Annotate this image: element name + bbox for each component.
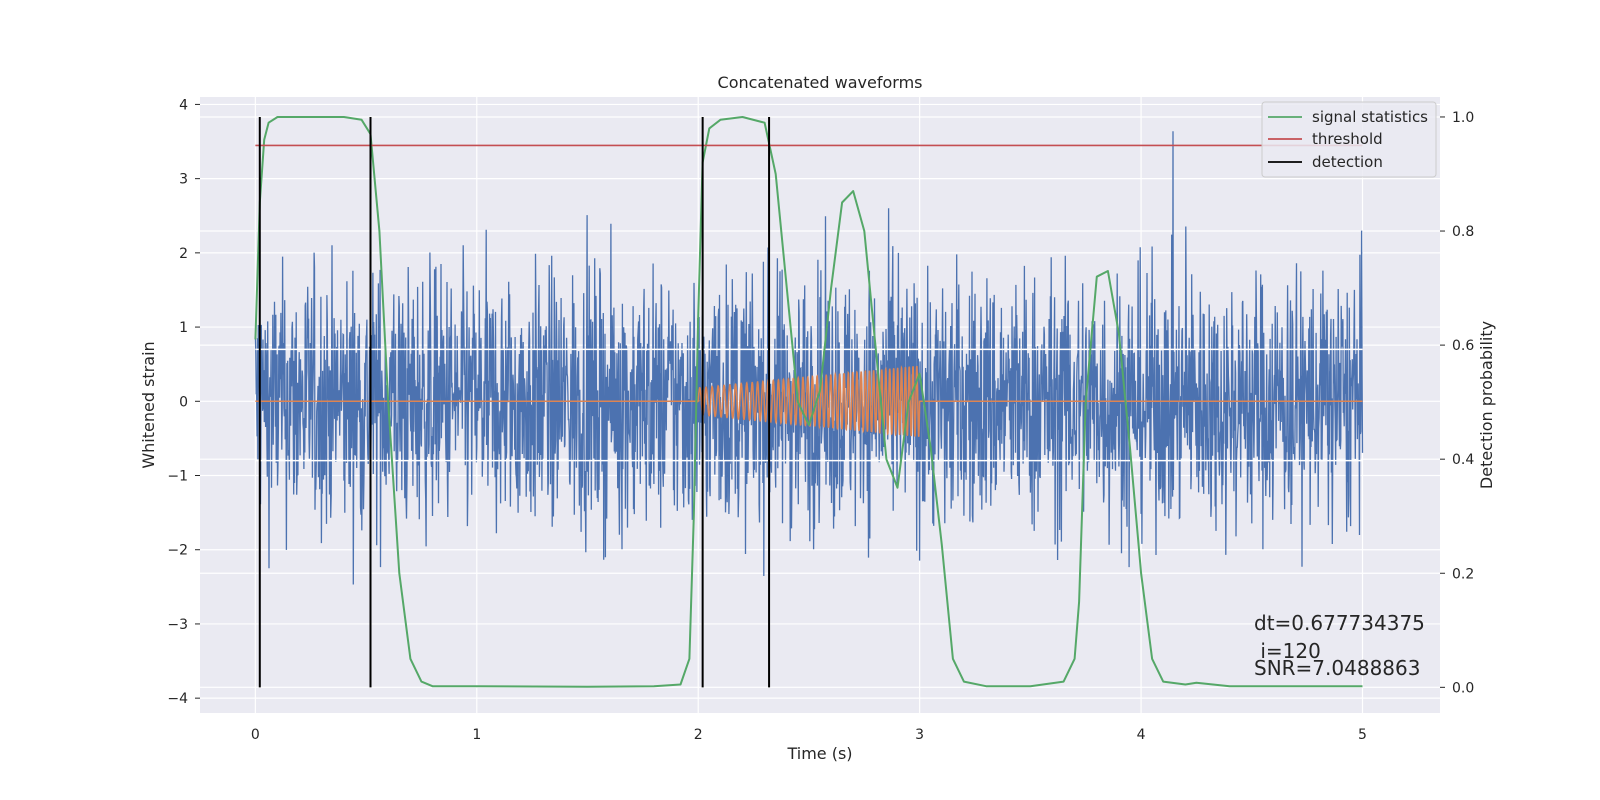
legend: signal statistics threshold detection	[1261, 101, 1437, 178]
y2-tick-label: 0.2	[1452, 566, 1474, 582]
legend-label-signal-statistics: signal statistics	[1312, 108, 1428, 126]
annotation-i: i=120	[1254, 639, 1321, 663]
x-tick-label: 5	[1358, 727, 1367, 743]
y2-tick-label: 0.8	[1452, 224, 1474, 240]
x-tick-label: 4	[1137, 727, 1146, 743]
chart-title: Concatenated waveforms	[718, 73, 923, 92]
y2-ticks: 0.0 0.2 0.4 0.6 0.8 1.0	[1440, 110, 1474, 696]
y2-tick-label: 0.0	[1452, 680, 1474, 696]
y2-axis-label: Detection probability	[1477, 321, 1496, 489]
y2-tick-label: 0.4	[1452, 452, 1474, 468]
y-tick-label: 3	[179, 172, 188, 188]
y-tick-label: −1	[167, 469, 188, 485]
legend-label-detection: detection	[1312, 153, 1383, 171]
y-tick-label: −4	[167, 691, 188, 707]
legend-label-threshold: threshold	[1312, 130, 1383, 148]
x-tick-label: 3	[915, 727, 924, 743]
y-tick-label: 0	[179, 394, 188, 410]
legend-box	[1261, 101, 1437, 178]
y-tick-label: −2	[167, 543, 188, 559]
y-tick-label: 2	[179, 246, 188, 262]
annotation-dt: dt=0.677734375	[1254, 611, 1425, 635]
x-axis-label: Time (s)	[786, 744, 852, 763]
y-tick-label: 4	[179, 97, 188, 113]
x-tick-label: 2	[694, 727, 703, 743]
series-layer	[254, 116, 1364, 688]
y-ticks: −4 −3 −2 −1 0 1 2 3 4	[167, 97, 200, 707]
y-tick-label: 1	[179, 320, 188, 336]
x-ticks: 0 1 2 3 4 5	[251, 727, 1367, 743]
chirp-series	[255, 365, 1363, 437]
y2-tick-label: 1.0	[1452, 110, 1474, 126]
annotation-snr: SNR=7.0488863	[1254, 656, 1420, 680]
x-tick-label: 0	[251, 727, 260, 743]
y2-tick-label: 0.6	[1452, 338, 1474, 354]
y-axis-label: Whitened strain	[139, 341, 158, 468]
x-tick-label: 1	[472, 727, 481, 743]
signal-statistics-line	[254, 116, 1363, 688]
y-tick-label: −3	[167, 617, 188, 633]
